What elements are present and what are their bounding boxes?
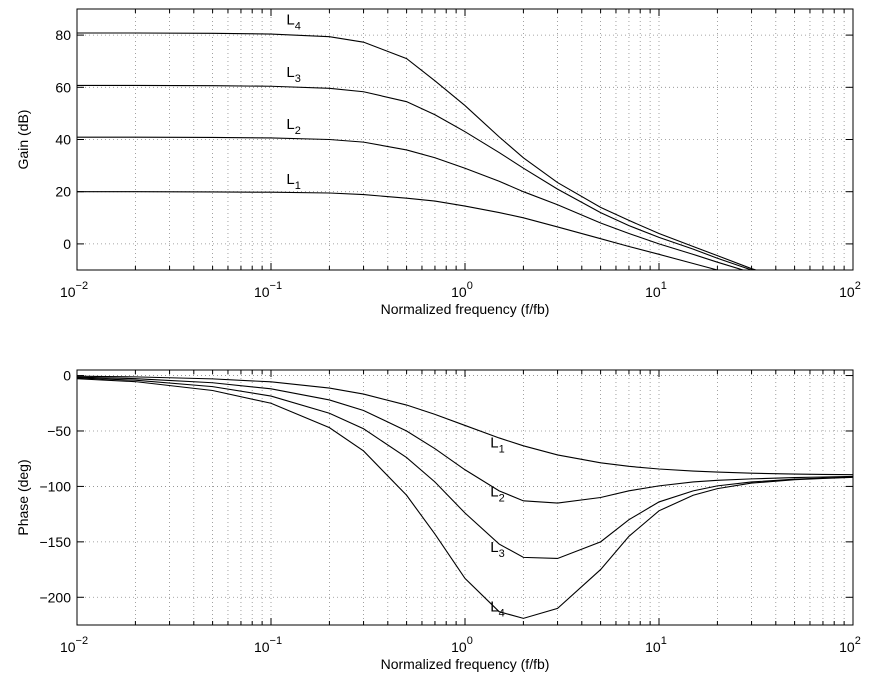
gain-curve-label-l1: L1 xyxy=(286,171,300,192)
gain-curve-l2 xyxy=(77,136,745,270)
gain-curve-l1 xyxy=(77,191,720,270)
x-tick-label: 101 xyxy=(645,280,667,300)
y-tick-label: −100 xyxy=(39,478,71,494)
phase-curve-l4 xyxy=(77,378,853,619)
y-tick-label: 60 xyxy=(55,79,71,95)
phase-plot: L1 L2 L3 L4 10−2 10−1 100 101 102 −200 −150 −100 −50… xyxy=(15,368,861,672)
x-tick-label: 10−2 xyxy=(60,635,88,655)
gain-curve-l3 xyxy=(77,84,754,270)
x-tick-label: 101 xyxy=(645,635,667,655)
y-tick-label: 20 xyxy=(55,184,71,200)
gain-x-axis-label: Normalized frequency (f/fb) xyxy=(381,301,550,317)
x-tick-label: 100 xyxy=(451,280,473,300)
gain-curve-l4 xyxy=(77,32,758,270)
phase-curve-label-l1: L1 xyxy=(490,435,504,456)
y-tick-label: −200 xyxy=(39,589,71,605)
phase-y-axis-label: Phase (deg) xyxy=(15,459,31,535)
phase-curve-l3 xyxy=(77,377,853,560)
phase-curve-l2 xyxy=(77,376,853,504)
gain-curve-label-l2: L2 xyxy=(286,116,300,137)
x-tick-label: 102 xyxy=(839,280,861,300)
x-tick-label: 100 xyxy=(451,635,473,655)
gain-curve-label-l3: L3 xyxy=(286,64,300,85)
x-tick-label: 10−1 xyxy=(254,280,282,300)
phase-curve-l1 xyxy=(77,375,853,476)
x-tick-label: 10−1 xyxy=(254,635,282,655)
x-tick-label: 102 xyxy=(839,635,861,655)
gain-curve-label-l4: L4 xyxy=(286,12,300,33)
y-tick-label: 80 xyxy=(55,27,71,43)
phase-curve-label-l2: L2 xyxy=(490,483,504,504)
phase-x-axis-label: Normalized frequency (f/fb) xyxy=(381,656,550,672)
y-tick-label: 40 xyxy=(55,132,71,148)
phase-curve-label-l3: L3 xyxy=(490,539,504,560)
y-tick-label: 0 xyxy=(63,368,71,384)
gain-y-axis-label: Gain (dB) xyxy=(15,110,31,170)
y-tick-label: −150 xyxy=(39,534,71,550)
gain-plot: L1 L2 L3 L4 10−2 10−1 100 101 102 0 20 40 60 80 Normal… xyxy=(15,8,861,317)
y-tick-label: 0 xyxy=(63,236,71,252)
x-tick-label: 10−2 xyxy=(60,280,88,300)
phase-curve-label-l4: L4 xyxy=(490,599,504,620)
y-tick-label: −50 xyxy=(47,423,71,439)
